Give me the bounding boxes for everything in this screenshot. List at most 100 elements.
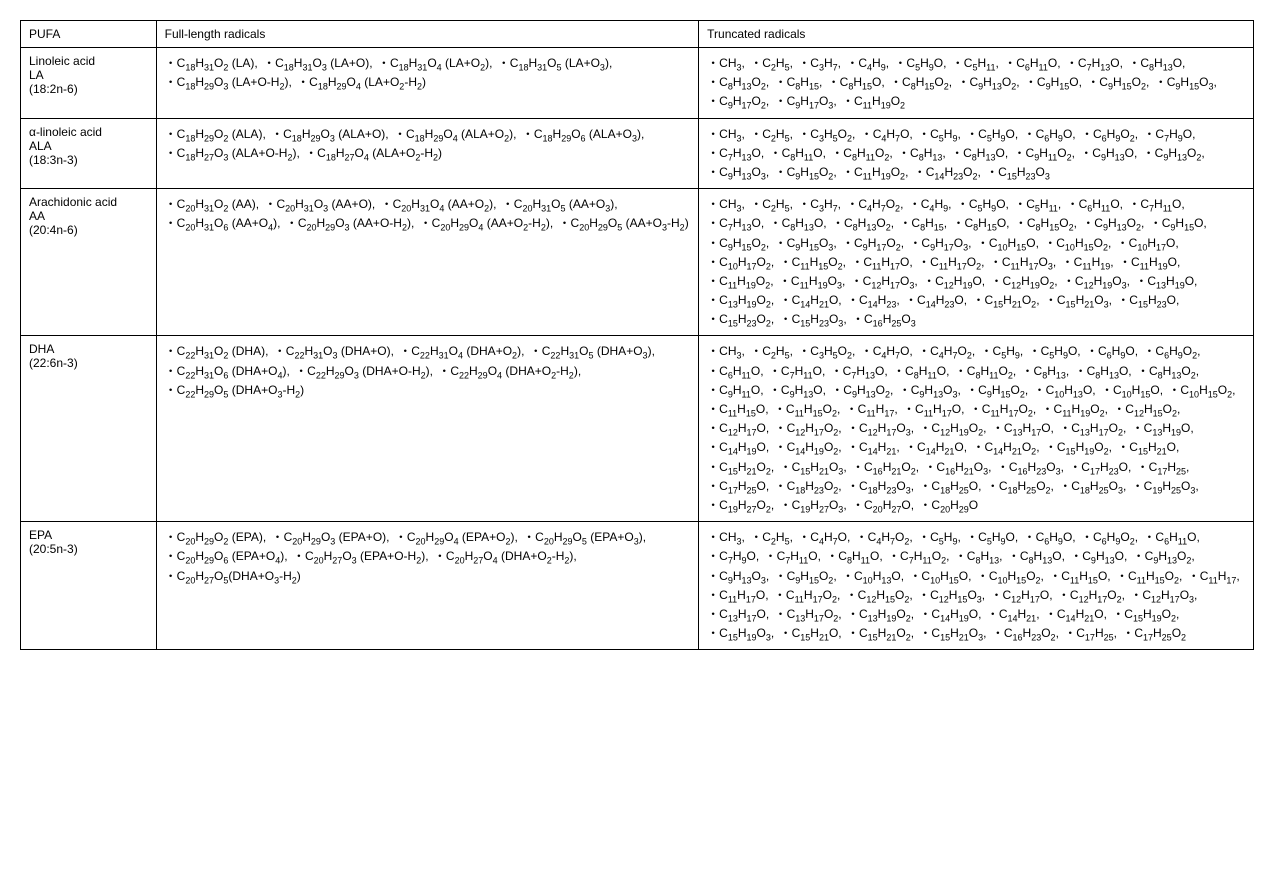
radical-item: ・C10H15O: [977, 236, 1036, 250]
radical-item: ・C5H9O: [966, 127, 1015, 141]
radical-item: ・C20H29O4 (AA+O2-H2): [420, 216, 550, 230]
radical-item: ・CH3: [707, 127, 741, 141]
header-trunc: Truncated radicals: [699, 21, 1254, 48]
radical-item: ・C11H19: [1062, 255, 1111, 269]
pufa-line: (20:4n-6): [29, 223, 148, 237]
radical-item: ・C10H15O2: [1044, 236, 1108, 250]
full-length-cell: ・C18H29O2 (ALA), ・C18H29O3 (ALA+O), ・C18…: [156, 118, 699, 189]
radical-item: ・CH3: [707, 344, 741, 358]
radical-item: ・C11H17O2: [918, 255, 981, 269]
radical-item: ・C12H15O2: [846, 588, 910, 602]
truncated-cell: ・CH3, ・C2H5, ・C4H7O, ・C4H7O2, ・C5H9, ・C5…: [699, 522, 1254, 650]
header-full: Full-length radicals: [156, 21, 699, 48]
radical-item: ・C7H11O: [765, 549, 818, 563]
radical-item: ・C15H21O2: [707, 460, 771, 474]
radical-item: ・C20H27O3 (EPA+O-H2): [293, 549, 425, 563]
radical-item: ・C9H15O3: [775, 236, 834, 250]
radical-item: ・C22H29O3 (DHA+O-H2): [295, 364, 430, 378]
radical-item: ・C18H25O2: [987, 479, 1051, 493]
pufa-cell: α-linoleic acidALA(18:3n-3): [21, 118, 157, 189]
radical-item: ・C18H23O2: [775, 479, 839, 493]
radical-item: ・C12H17O3: [1130, 588, 1194, 602]
pufa-line: (18:3n-3): [29, 153, 148, 167]
radical-item: ・C8H13O2: [1137, 364, 1196, 378]
radical-item: ・CH3: [707, 56, 741, 70]
table-header-row: PUFA Full-length radicals Truncated radi…: [21, 21, 1254, 48]
radical-item: ・C6H11O: [1143, 530, 1196, 544]
table-row: Linoleic acidLA(18:2n-6)・C18H31O2 (LA), …: [21, 48, 1254, 119]
radical-item: ・C13H19O: [1135, 274, 1194, 288]
radical-item: ・C18H31O5 (LA+O3): [498, 56, 609, 70]
radical-item: ・C13H19O2: [707, 293, 771, 307]
radical-item: ・C19H27O2: [707, 498, 771, 512]
pufa-cell: Arachidonic acidAA(20:4n-6): [21, 189, 157, 336]
radical-item: ・C22H29O5 (DHA+O3-H2): [165, 383, 305, 397]
radical-item: ・C22H31O5 (DHA+O3): [530, 344, 652, 358]
radical-item: ・C12H19O2: [919, 421, 983, 435]
radical-item: ・C8H13: [1022, 364, 1066, 378]
radical-item: ・C18H31O3 (LA+O): [263, 56, 369, 70]
radical-item: ・C8H11O: [826, 549, 879, 563]
header-pufa: PUFA: [21, 21, 157, 48]
radical-item: ・C20H31O3 (AA+O): [264, 197, 371, 211]
radical-item: ・C9H17O3: [909, 236, 968, 250]
radical-item: ・C7H13O: [707, 146, 761, 160]
radical-item: ・C3H7: [798, 56, 837, 70]
radical-item: ・C14H23O: [905, 293, 964, 307]
radical-item: ・C6H11O: [707, 364, 760, 378]
radical-item: ・C10H17O2: [707, 255, 771, 269]
radical-item: ・C11H17O: [851, 255, 909, 269]
radical-item: ・C8H11O2: [831, 146, 889, 160]
radical-item: ・C18H29O3 (LA+O-H2): [165, 75, 289, 89]
radical-item: ・C20H29O6 (EPA+O4): [165, 549, 285, 563]
radical-item: ・C5H9: [981, 344, 1020, 358]
radical-item: ・C19H27O3: [780, 498, 844, 512]
radical-item: ・C18H25O3: [1059, 479, 1123, 493]
pufa-line: (18:2n-6): [29, 82, 148, 96]
radical-item: ・C2H5: [750, 197, 789, 211]
radical-item: ・C17H25: [1137, 460, 1186, 474]
radical-item: ・C9H15O2: [966, 383, 1025, 397]
radical-item: ・C22H29O4 (DHA+O2-H2): [438, 364, 578, 378]
radical-item: ・C16H21O3: [924, 460, 988, 474]
radical-item: ・C9H15O: [1150, 216, 1204, 230]
radical-item: ・C8H15O2: [890, 75, 949, 89]
radical-item: ・C8H15O: [828, 75, 882, 89]
radical-item: ・C12H17O3: [847, 421, 911, 435]
pufa-line: DHA: [29, 342, 148, 356]
radical-item: ・C14H19O: [919, 607, 978, 621]
radical-item: ・C5H9: [918, 530, 957, 544]
radical-item: ・C12H19O2: [990, 274, 1054, 288]
radical-item: ・C5H11: [952, 56, 996, 70]
radical-item: ・C11H17O3: [990, 255, 1053, 269]
radical-item: ・C17H23O: [1069, 460, 1128, 474]
radical-item: ・C7H13O: [707, 216, 761, 230]
radical-item: ・C20H31O4 (AA+O2): [381, 197, 494, 211]
radical-item: ・C6H9O: [1024, 127, 1073, 141]
radical-item: ・C18H27O3 (ALA+O-H2): [165, 146, 297, 160]
radical-item: ・C11H19O: [1119, 255, 1177, 269]
radical-item: ・CH3: [707, 197, 741, 211]
radical-item: ・C22H31O6 (DHA+O4): [165, 364, 287, 378]
radical-item: ・C14H23O2: [914, 165, 978, 179]
radical-item: ・C5H9: [918, 127, 957, 141]
radical-item: ・C9H15O2: [775, 569, 834, 583]
radical-item: ・C11H19O2: [842, 165, 905, 179]
radical-item: ・C6H9O2: [1081, 127, 1135, 141]
radical-item: ・C6H9O: [1086, 344, 1135, 358]
radical-item: ・C18H29O6 (ALA+O3): [522, 127, 641, 141]
radical-item: ・C15H21O3: [1045, 293, 1109, 307]
radical-item: ・C3H5O2: [798, 344, 852, 358]
full-length-cell: ・C22H31O2 (DHA), ・C22H31O3 (DHA+O), ・C22…: [156, 336, 699, 522]
radical-item: ・C5H9O: [1029, 344, 1078, 358]
radical-item: ・C13H17O2: [775, 607, 839, 621]
radical-item: ・C9H13O3: [707, 569, 766, 583]
radical-item: ・C22H31O2 (DHA): [165, 344, 265, 358]
radical-item: ・C20H29O5 (EPA+O3): [523, 530, 643, 544]
radical-item: ・C16H25O3: [852, 312, 916, 326]
radical-item: ・C11H17: [846, 402, 895, 416]
radical-item: ・C7H9O: [1143, 127, 1192, 141]
radical-item: ・C17H25: [1064, 626, 1113, 640]
radical-item: ・C20H29O3 (EPA+O): [272, 530, 387, 544]
radical-item: ・C14H21O: [780, 293, 839, 307]
